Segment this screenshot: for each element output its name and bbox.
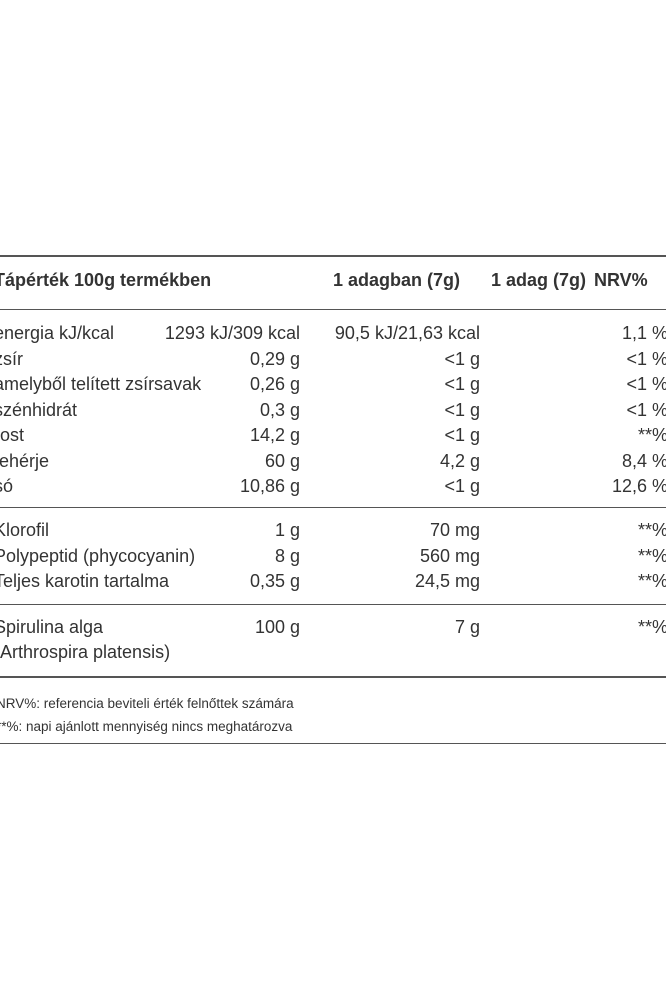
row-value: 14,2 g [249,425,300,445]
row-value: 100 g [254,617,300,637]
row-value: 24,5 mg [414,571,480,591]
rule [0,309,666,310]
row-label: amelyből telített zsírsavak [0,374,202,394]
row-value: **% [637,571,666,591]
row-value: 12,6 % [611,476,666,496]
rule [0,676,666,678]
row-value: 0,26 g [249,374,300,394]
row-value: <1 g [444,348,480,369]
row-value: **% [637,520,666,540]
row-value: 8,4 % [621,450,666,471]
header-nrv: NRV% [594,270,648,290]
header-label: Tápérték 100g termékben [0,270,212,290]
row-value: <1 g [444,399,480,420]
row-label: Spirulina alga [0,617,104,637]
row-value: 8 g [274,545,300,566]
row-label: rost [0,425,25,445]
row-label: só [0,476,14,496]
rule [0,255,666,257]
row-value: 1293 kJ/309 kcal [164,323,300,343]
row-label: Polypeptid (phycocyanin) [0,545,196,566]
row-value: 4,2 g [439,450,480,471]
rule [0,507,666,508]
row-value: 0,29 g [249,348,300,369]
row-value: 70 mg [429,520,480,540]
row-label: Teljes karotin tartalma [0,571,170,591]
row-value: 10,86 g [239,476,300,496]
row-value: <1 g [444,476,480,496]
rule [0,743,666,744]
row-label: Klorofil [0,520,50,540]
row-label: fehérje [0,450,50,471]
footnote: **%: napi ajánlott mennyiség nincs megha… [0,719,293,734]
header-serving-nrv: 1 adag (7g) [491,270,587,290]
header-serving: 1 adagban (7g) [333,270,461,290]
row-value: <1 % [626,399,666,420]
row-value: <1 g [444,425,480,445]
row-label: szénhidrát [0,399,78,420]
row-value: **% [637,425,666,445]
row-value: 1,1 % [621,323,666,343]
footnote: NRV%: referencia beviteli érték felnőtte… [0,696,294,711]
row-value: 1 g [274,520,300,540]
row-value: **% [637,545,666,566]
row-value: 0,3 g [259,399,300,420]
row-value: **% [637,617,666,637]
row-value: 60 g [264,450,300,471]
row-label: (Arthrospira platensis) [0,642,171,662]
row-value: 0,35 g [249,571,300,591]
row-value: <1 g [444,374,480,394]
row-value: <1 % [626,348,666,369]
row-value: <1 % [626,374,666,394]
row-value: 560 mg [419,545,480,566]
row-value: 7 g [454,617,480,637]
row-label: zsír [0,348,23,369]
row-value: 90,5 kJ/21,63 kcal [334,323,480,343]
rule [0,604,666,605]
row-label: energia kJ/kcal [0,323,115,343]
